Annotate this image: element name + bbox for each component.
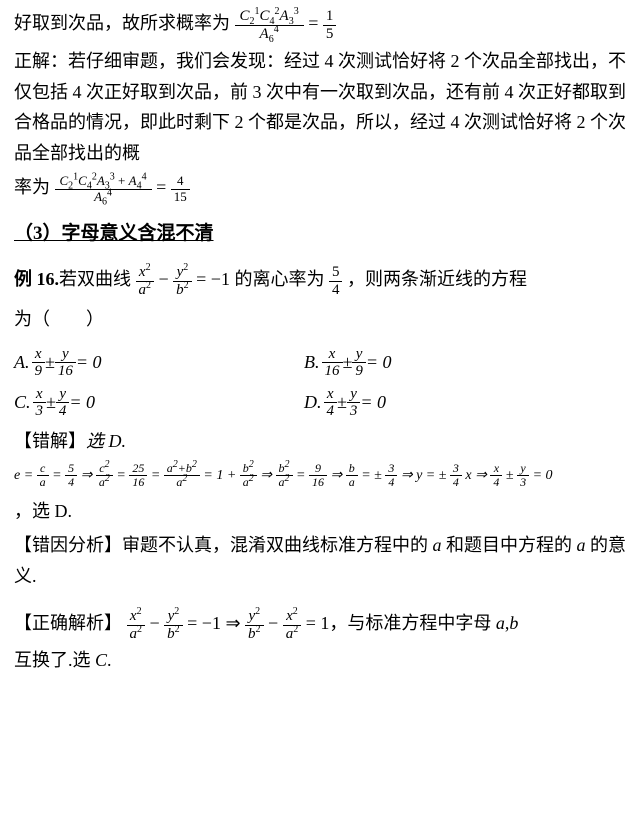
zhengjie-rate-label: 率为 <box>14 177 50 197</box>
error-analysis: 【错因分析】审题不认真，混淆双曲线标准方程中的 a 和题目中方程的 a 的意义. <box>14 530 626 591</box>
zhengjie-text: 正解：若仔细审题，我们会发现：经过 4 次测试恰好将 2 个次品全部找出，不仅包… <box>14 51 626 163</box>
ex16-label: 例 16. <box>14 269 59 289</box>
intro-frac1: C21C42A33 A64 <box>235 8 304 42</box>
option-c: C. x3 ± y4 = 0 <box>14 386 244 420</box>
correct-f3: y2b2 <box>245 608 264 642</box>
zhengjie-para: 正解：若仔细审题，我们会发现：经过 4 次测试恰好将 2 个次品全部找出，不仅包… <box>14 46 626 168</box>
wrong-label: 【错解】 <box>14 431 86 451</box>
long-eq: e = ca = 54 ⇒ c2a2 = 2516 = a2+b2a2 = 1 … <box>14 462 626 489</box>
long-eq-tail: ，选 D. <box>14 496 626 527</box>
ex16-frac-y: y2b2 <box>173 264 192 298</box>
ex16-t4: 为（ ） <box>14 309 104 329</box>
correct-solution: 【正确解析】 x2a2 − y2b2 = −1 ⇒ y2b2 − x2a2 = … <box>14 605 626 678</box>
ex16-eqneg: = −1 <box>196 269 230 289</box>
intro-frac1b: 1 5 <box>323 8 337 42</box>
ex16-minus: − <box>159 269 169 289</box>
option-a: A. x9 ± y16 = 0 <box>14 346 244 380</box>
zhengjie-eq: = <box>156 177 166 197</box>
correct-tail2: 互换了.选 C. <box>14 650 112 670</box>
wrong-text: 选 D. <box>86 431 126 451</box>
ex16-t3: ，则两条渐近线的方程 <box>347 269 527 289</box>
intro-eq: = <box>308 13 318 33</box>
correct-f1: x2a2 <box>127 608 146 642</box>
ex16-frac-e: 54 <box>329 264 343 298</box>
zhengjie-rate: 率为 C21C42A33 + A44 A64 = 4 15 <box>14 172 626 204</box>
zhengjie-frac: C21C42A33 + A44 A64 <box>55 174 152 204</box>
section-heading-3: （3）字母意义含混不清 <box>14 218 626 250</box>
options-row-1: A. x9 ± y16 = 0 B. x16 ± y9 = 0 <box>14 346 626 380</box>
wrong-solution: 【错解】选 D. <box>14 426 626 457</box>
ex16-frac-x: x2a2 <box>136 264 155 298</box>
longeq-tail: ，选 D. <box>14 501 72 521</box>
ex16-t1: 若双曲线 <box>59 269 131 289</box>
correct-label: 【正确解析】 <box>14 613 122 633</box>
zhengjie-frac-b: 4 15 <box>171 174 190 204</box>
correct-f4: x2a2 <box>283 608 302 642</box>
intro-line: 好取到次品，故所求概率为 C21C42A33 A64 = 1 5 <box>14 8 626 42</box>
correct-tail1: ，与标准方程中字母 a,b <box>329 613 518 633</box>
option-b: B. x16 ± y9 = 0 <box>304 346 392 380</box>
option-d: D. x4 ± y3 = 0 <box>304 386 386 420</box>
analysis-label: 【错因分析】 <box>14 535 122 555</box>
options-row-2: C. x3 ± y4 = 0 D. x4 ± y3 = 0 <box>14 386 626 420</box>
example16: 例 16.若双曲线 x2a2 − y2b2 = −1 的离心率为 54 ，则两条… <box>14 260 626 339</box>
correct-f2: y2b2 <box>164 608 183 642</box>
ex16-t2: 的离心率为 <box>234 269 324 289</box>
intro-text: 好取到次品，故所求概率为 <box>14 13 230 33</box>
